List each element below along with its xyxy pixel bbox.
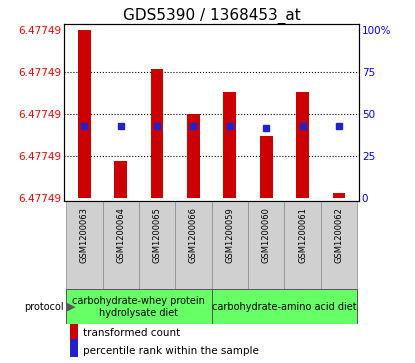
Text: GSM1200061: GSM1200061 bbox=[298, 207, 307, 263]
Bar bbox=[212, 201, 248, 289]
Bar bbox=[332, 193, 345, 198]
Bar bbox=[66, 201, 103, 289]
Bar bbox=[296, 93, 309, 198]
Text: GSM1200065: GSM1200065 bbox=[153, 207, 161, 263]
Text: carbohydrate-whey protein
hydrolysate diet: carbohydrate-whey protein hydrolysate di… bbox=[73, 296, 205, 318]
Text: GSM1200060: GSM1200060 bbox=[262, 207, 271, 263]
Bar bbox=[187, 114, 200, 198]
Text: carbohydrate-amino acid diet: carbohydrate-amino acid diet bbox=[212, 302, 357, 312]
Bar bbox=[321, 201, 357, 289]
Bar bbox=[103, 201, 139, 289]
Text: transformed count: transformed count bbox=[83, 328, 181, 338]
Bar bbox=[66, 289, 212, 325]
Bar bbox=[212, 289, 357, 325]
Text: GSM1200066: GSM1200066 bbox=[189, 207, 198, 263]
Text: GSM1200062: GSM1200062 bbox=[334, 207, 344, 263]
Text: ▶: ▶ bbox=[67, 302, 75, 312]
Bar bbox=[115, 161, 127, 198]
Bar bbox=[151, 69, 164, 198]
Bar bbox=[223, 93, 236, 198]
Bar bbox=[248, 201, 284, 289]
Text: GSM1200059: GSM1200059 bbox=[225, 207, 234, 263]
Bar bbox=[70, 339, 78, 356]
Text: percentile rank within the sample: percentile rank within the sample bbox=[83, 346, 259, 356]
Title: GDS5390 / 1368453_at: GDS5390 / 1368453_at bbox=[123, 7, 300, 24]
Bar bbox=[175, 201, 212, 289]
Bar bbox=[70, 322, 78, 339]
Bar bbox=[78, 30, 91, 198]
Bar bbox=[260, 136, 273, 198]
Text: GSM1200063: GSM1200063 bbox=[80, 207, 89, 263]
Text: protocol: protocol bbox=[24, 302, 64, 312]
Text: GSM1200064: GSM1200064 bbox=[116, 207, 125, 263]
Bar bbox=[284, 201, 321, 289]
Bar bbox=[139, 201, 175, 289]
